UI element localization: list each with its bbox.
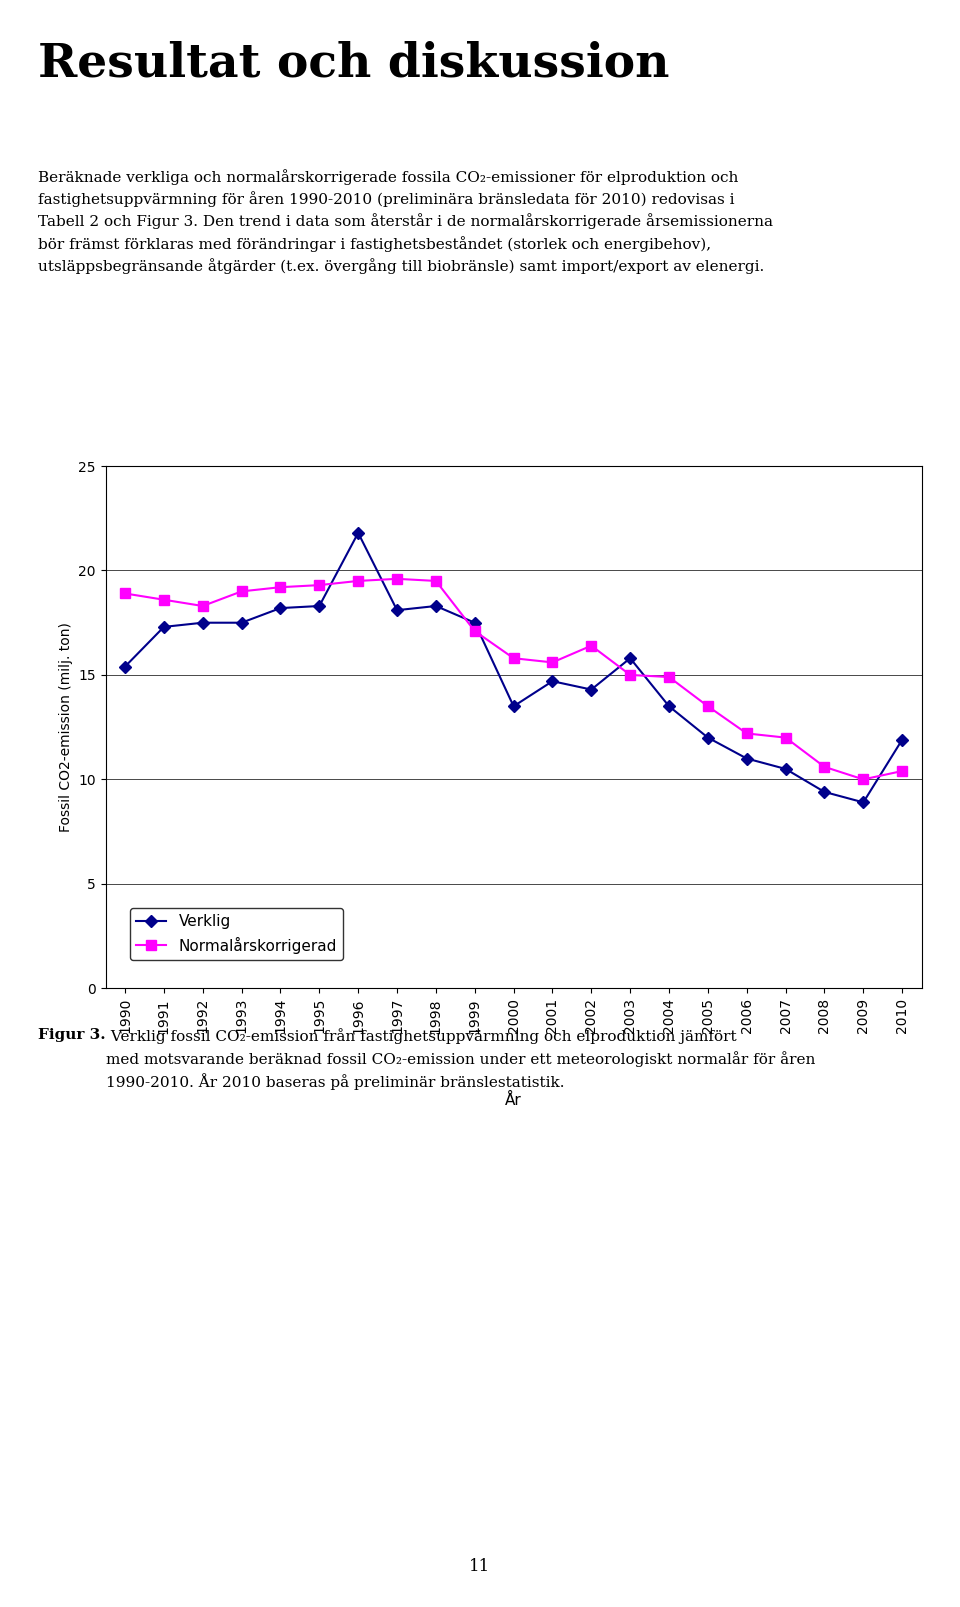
Verklig bbox=[392, 601, 403, 620]
Verklig bbox=[741, 749, 753, 768]
Normalårskorrigerad bbox=[897, 762, 908, 781]
Verklig bbox=[275, 598, 286, 617]
Verklig bbox=[897, 730, 908, 749]
Verklig bbox=[819, 783, 830, 802]
Text: 11: 11 bbox=[469, 1559, 491, 1575]
Normalårskorrigerad bbox=[508, 649, 519, 669]
Y-axis label: Fossil CO2-emission (milj. ton): Fossil CO2-emission (milj. ton) bbox=[59, 622, 73, 832]
Normalårskorrigerad bbox=[352, 570, 364, 590]
Verklig bbox=[158, 617, 170, 636]
Text: Beräknade verkliga och normalårskorrigerade fossila CO₂-emissioner för elprodukt: Beräknade verkliga och normalårskorriger… bbox=[38, 169, 774, 273]
Text: Verklig fossil CO₂-emission från fastighetsuppvärmning och elproduktion jämfört
: Verklig fossil CO₂-emission från fastigh… bbox=[107, 1028, 816, 1091]
X-axis label: År: År bbox=[505, 1093, 522, 1107]
Normalårskorrigerad bbox=[158, 590, 170, 609]
Verklig bbox=[430, 596, 442, 615]
Text: Figur 3.: Figur 3. bbox=[38, 1028, 106, 1043]
Verklig bbox=[586, 680, 597, 699]
Verklig bbox=[702, 728, 713, 747]
Normalårskorrigerad bbox=[392, 569, 403, 588]
Verklig bbox=[780, 759, 791, 778]
Normalårskorrigerad bbox=[586, 636, 597, 656]
Verklig bbox=[236, 612, 248, 632]
Normalårskorrigerad bbox=[546, 652, 558, 672]
Normalårskorrigerad bbox=[236, 582, 248, 601]
Text: Resultat och diskussion: Resultat och diskussion bbox=[38, 40, 670, 87]
Normalårskorrigerad bbox=[857, 770, 869, 789]
Normalårskorrigerad bbox=[741, 723, 753, 742]
Normalårskorrigerad bbox=[780, 728, 791, 747]
Verklig bbox=[469, 612, 481, 632]
Normalårskorrigerad bbox=[430, 570, 442, 590]
Verklig bbox=[352, 524, 364, 543]
Verklig bbox=[624, 649, 636, 669]
Verklig bbox=[546, 672, 558, 691]
Verklig bbox=[508, 697, 519, 717]
Normalårskorrigerad bbox=[624, 665, 636, 685]
Normalårskorrigerad bbox=[197, 596, 208, 615]
Normalårskorrigerad bbox=[663, 667, 675, 686]
Verklig bbox=[119, 657, 131, 677]
Line: Verklig: Verklig bbox=[121, 529, 906, 807]
Normalårskorrigerad bbox=[819, 757, 830, 776]
Normalårskorrigerad bbox=[275, 577, 286, 596]
Normalårskorrigerad bbox=[119, 583, 131, 603]
Verklig bbox=[197, 612, 208, 632]
Normalårskorrigerad bbox=[702, 697, 713, 717]
Legend: Verklig, Normalårskorrigerad: Verklig, Normalårskorrigerad bbox=[130, 908, 343, 959]
Verklig bbox=[663, 697, 675, 717]
Normalårskorrigerad bbox=[314, 575, 325, 595]
Verklig bbox=[857, 792, 869, 812]
Line: Normalårskorrigerad: Normalårskorrigerad bbox=[120, 574, 907, 784]
Verklig bbox=[314, 596, 325, 615]
Normalårskorrigerad bbox=[469, 622, 481, 641]
